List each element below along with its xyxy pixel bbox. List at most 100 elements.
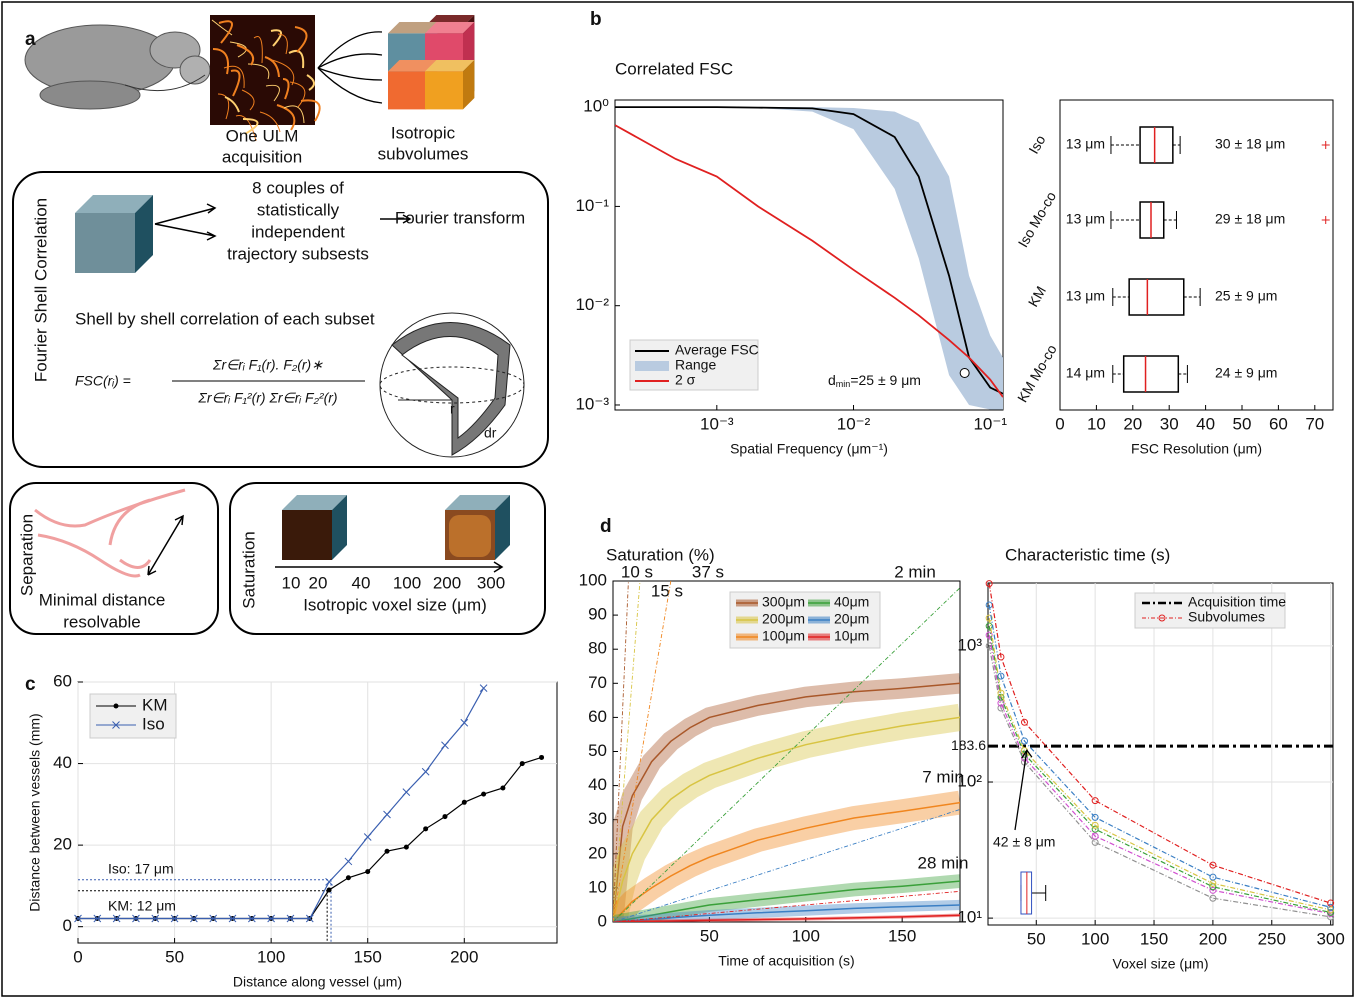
point xyxy=(1091,797,1099,805)
point xyxy=(228,914,237,923)
extrapolation-label: 15 s xyxy=(651,581,683,600)
x-axis-label: Voxel size (μm) xyxy=(1113,956,1209,972)
legend-label: Iso xyxy=(142,714,165,733)
voxel-axis-label: Isotropic voxel size (μm) xyxy=(303,595,487,614)
x-tick-label: 50 xyxy=(1233,414,1252,433)
panel-label: c xyxy=(25,674,36,695)
vessel-stroke xyxy=(264,56,280,78)
point xyxy=(997,689,1005,697)
ulm-vessels xyxy=(211,19,321,142)
legend-box xyxy=(1134,592,1286,629)
x-tick-label: 300 xyxy=(1316,929,1344,948)
x-tick-label: 100 xyxy=(1081,929,1109,948)
point xyxy=(93,914,102,923)
point xyxy=(1091,813,1099,821)
cube-side xyxy=(463,60,475,110)
vessel-stroke xyxy=(282,78,290,100)
x-tick-label: 150 xyxy=(888,926,916,945)
point xyxy=(132,914,140,923)
acquisition-label: acquisition xyxy=(222,147,302,166)
legend-swatch xyxy=(635,361,669,371)
y-tick-label: 40 xyxy=(53,753,72,772)
y-tick-label: 10⁻² xyxy=(575,295,609,314)
mean-label: 25 ± 9 μm xyxy=(1215,288,1277,304)
vessel-stroke xyxy=(229,41,247,58)
vessel-stroke xyxy=(288,49,305,69)
legend-label: Average FSC xyxy=(675,342,759,358)
y-tick-label: 100 xyxy=(579,570,607,589)
separation-box xyxy=(9,482,219,635)
extrapolation-label: 2 min xyxy=(894,562,936,581)
panel-label: d xyxy=(600,516,612,537)
point xyxy=(247,914,256,923)
x-tick-label: 200 xyxy=(1199,929,1227,948)
y-tick-label: 30 xyxy=(588,809,607,828)
voxel-arrow xyxy=(275,561,504,573)
reference-label: Iso: 17 μm xyxy=(108,860,174,876)
cube-top xyxy=(425,22,475,34)
point xyxy=(190,914,198,923)
legend-label: 2 σ xyxy=(675,372,696,388)
formula-numerator: Σr∈rᵢ F₁(r). F₂(r)∗ xyxy=(212,357,323,373)
time-line xyxy=(988,618,1331,911)
point xyxy=(1209,861,1217,869)
x-tick-label: 50 xyxy=(700,926,719,945)
cube-side xyxy=(463,22,475,72)
chart-title: Correlated FSC xyxy=(615,59,733,78)
box xyxy=(1128,278,1185,316)
vessel-stroke xyxy=(236,44,255,66)
min-label: 13 μm xyxy=(1066,211,1105,227)
cube-front xyxy=(75,213,135,273)
x-tick-label: 50 xyxy=(1027,929,1046,948)
annotation-part: d xyxy=(828,372,836,388)
vessel-stroke xyxy=(306,74,315,91)
cube-front xyxy=(282,510,332,560)
subvolumes-label: Isotropic xyxy=(391,123,456,142)
separation-vessels xyxy=(34,488,186,578)
vessel-stroke xyxy=(230,69,241,97)
saturation-line xyxy=(613,880,960,922)
point xyxy=(460,718,469,727)
y-tick-label: 10² xyxy=(957,772,982,791)
point xyxy=(286,914,295,923)
point xyxy=(997,653,1005,661)
voxel-size: 40 xyxy=(352,573,371,592)
outlier xyxy=(1321,141,1330,149)
point xyxy=(345,875,351,881)
voxel-size: 300 xyxy=(477,573,505,592)
saturation-line xyxy=(613,801,960,922)
time-line xyxy=(988,583,1331,904)
extrapolation xyxy=(613,581,672,922)
x-tick-label: 50 xyxy=(165,947,184,966)
point xyxy=(997,704,1005,712)
point xyxy=(305,914,314,923)
outlier xyxy=(1321,216,1330,224)
point xyxy=(384,848,390,854)
x-tick-label: 30 xyxy=(1160,414,1179,433)
y-tick-label: 90 xyxy=(588,605,607,624)
x-tick-label: 250 xyxy=(1258,929,1286,948)
point xyxy=(539,754,545,760)
vessel-stroke xyxy=(241,89,255,111)
legend-label: 40μm xyxy=(834,594,869,610)
couples-text: statistically xyxy=(257,200,340,219)
x-tick-label: 100 xyxy=(792,926,820,945)
extrapolation xyxy=(613,581,629,922)
point xyxy=(326,887,332,893)
x-tick-label: 70 xyxy=(1305,414,1324,433)
cube-top xyxy=(445,495,510,510)
point xyxy=(267,914,275,923)
point xyxy=(363,833,372,841)
subvolumes-label: subvolumes xyxy=(378,144,469,163)
min-label: 14 μm xyxy=(1066,365,1105,381)
point xyxy=(461,799,467,805)
mean-label: 30 ± 18 μm xyxy=(1215,136,1285,152)
vessel-stroke xyxy=(259,111,281,133)
y-tick-label: 60 xyxy=(588,707,607,726)
panel-label: b xyxy=(590,9,602,30)
point xyxy=(1021,737,1029,745)
y-tick-label: 70 xyxy=(588,673,607,692)
vessel-stroke xyxy=(217,93,230,120)
point xyxy=(423,826,429,832)
